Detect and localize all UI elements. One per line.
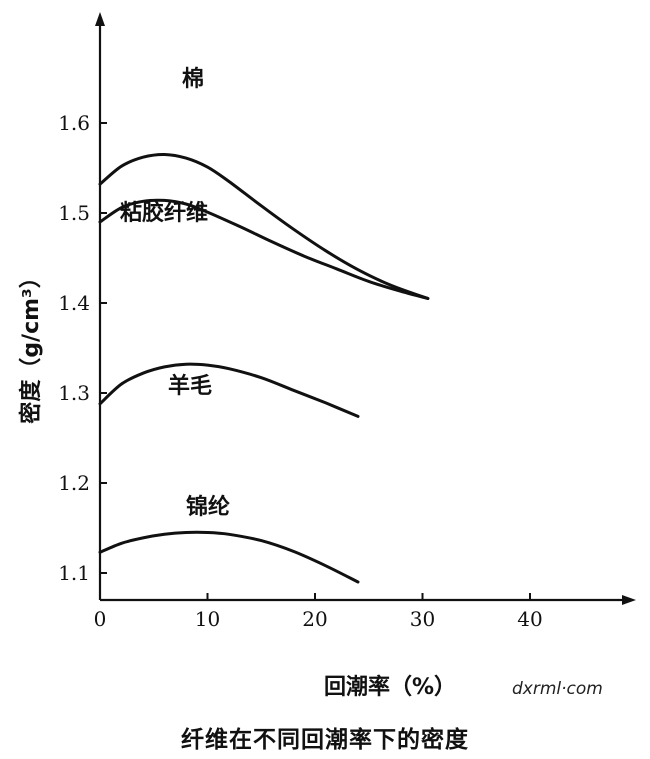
x-tick-label: 30 bbox=[410, 607, 435, 631]
y-tick-label: 1.3 bbox=[58, 381, 90, 405]
x-tick-label: 20 bbox=[302, 607, 327, 631]
series-label-wool: 羊毛 bbox=[168, 373, 212, 399]
series-line-viscose bbox=[98, 198, 430, 300]
watermark: dxrml·com bbox=[512, 679, 603, 699]
y-tick-label: 1.2 bbox=[58, 471, 90, 495]
series-line-wool bbox=[98, 362, 360, 418]
series-label-viscose: 粘胶纤维 bbox=[120, 200, 208, 226]
x-tick-label: 40 bbox=[517, 607, 542, 631]
x-tick-label: 0 bbox=[94, 607, 107, 631]
y-axis-arrow bbox=[95, 12, 105, 26]
series-label-nylon: 锦纶 bbox=[186, 494, 230, 520]
series-line-nylon bbox=[98, 530, 360, 584]
x-axis-arrow bbox=[622, 595, 636, 605]
x-tick-label: 10 bbox=[195, 607, 220, 631]
axes bbox=[95, 12, 636, 605]
y-axis-title: 密度（g/cm³） bbox=[18, 266, 44, 423]
figure-caption: 纤维在不同回潮率下的密度 bbox=[181, 727, 469, 753]
y-tick-label: 1.4 bbox=[58, 291, 90, 315]
axis-ticks: 0 10 20 30 40 1.1 1.2 1.3 1.4 1.5 1.6 bbox=[58, 111, 543, 631]
y-tick-label: 1.1 bbox=[58, 561, 90, 585]
density-chart: 0 10 20 30 40 1.1 1.2 1.3 1.4 1.5 1.6 棉 粘胶纤维 羊毛 锦纶… bbox=[18, 12, 636, 700]
series-labels: 棉 粘胶纤维 羊毛 锦纶 bbox=[120, 66, 230, 520]
series-label-cotton: 棉 bbox=[182, 66, 204, 92]
series-line-cotton bbox=[98, 152, 430, 300]
series-group bbox=[98, 152, 430, 584]
x-axis-title: 回潮率（%） bbox=[324, 674, 456, 700]
y-tick-label: 1.5 bbox=[58, 201, 90, 225]
y-tick-label: 1.6 bbox=[58, 111, 90, 135]
